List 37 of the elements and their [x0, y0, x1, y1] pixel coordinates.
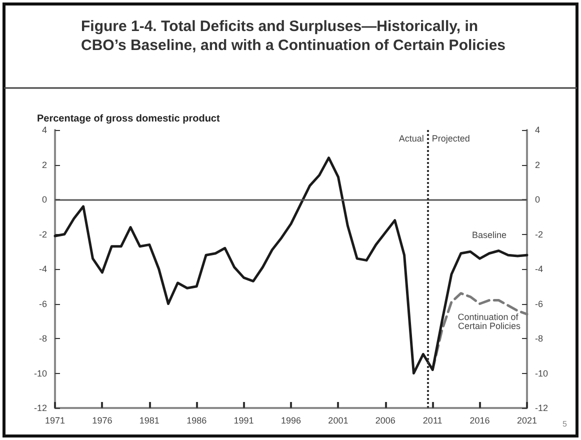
- series-label: Baseline: [472, 230, 507, 240]
- y-axis-title: Percentage of gross domestic product: [37, 114, 220, 124]
- x-tick-label: 1986: [186, 416, 207, 426]
- y-tick-label: -12: [34, 403, 47, 413]
- x-tick-label: 2016: [470, 416, 490, 426]
- x-tick-label: 1976: [92, 416, 112, 426]
- x-tick-label: 1971: [44, 416, 66, 426]
- y-tick-label: -2: [38, 229, 47, 240]
- x-tick-label: 2001: [328, 416, 348, 426]
- x-tick-label: 1981: [139, 416, 160, 426]
- x-tick-label: 2006: [375, 416, 396, 426]
- y2-tick-label: -2: [535, 229, 544, 240]
- x-tick-label: 1991: [234, 416, 254, 426]
- y2-tick-label: -8: [535, 334, 544, 344]
- y-tick-label: 0: [42, 194, 47, 204]
- y-tick-label: 2: [42, 160, 47, 170]
- x-tick-label: 2021: [516, 416, 538, 426]
- y2-tick-label: -12: [535, 403, 548, 413]
- y2-tick-label: -6: [535, 298, 544, 309]
- text: 5: [562, 420, 568, 428]
- series-label: Continuation of Certain Policies: [458, 312, 521, 331]
- chart-title: Figure 1-4. Total Deficits and Surpluses—Historically, in CBO’s Baseline, and with a Continuation of Certain Policies: [81, 18, 506, 54]
- x-tick-label: 1996: [280, 416, 302, 426]
- y-tick-label: -10: [34, 368, 47, 378]
- y-tick-label: -8: [38, 334, 47, 344]
- y2-tick-label: -10: [535, 368, 548, 378]
- annotation: Actual: [398, 134, 424, 144]
- y2-tick-label: 2: [535, 160, 540, 170]
- x-tick-label: 2011: [422, 416, 442, 426]
- line-series: [54, 156, 528, 374]
- y-tick-label: 4: [42, 125, 47, 135]
- annotation: Projected: [432, 134, 470, 144]
- y2-tick-label: 0: [535, 194, 540, 204]
- y2-tick-label: 4: [535, 125, 540, 135]
- y2-tick-label: -4: [535, 264, 544, 274]
- y-tick-label: -4: [38, 264, 47, 274]
- y-tick-label: -6: [38, 298, 47, 309]
